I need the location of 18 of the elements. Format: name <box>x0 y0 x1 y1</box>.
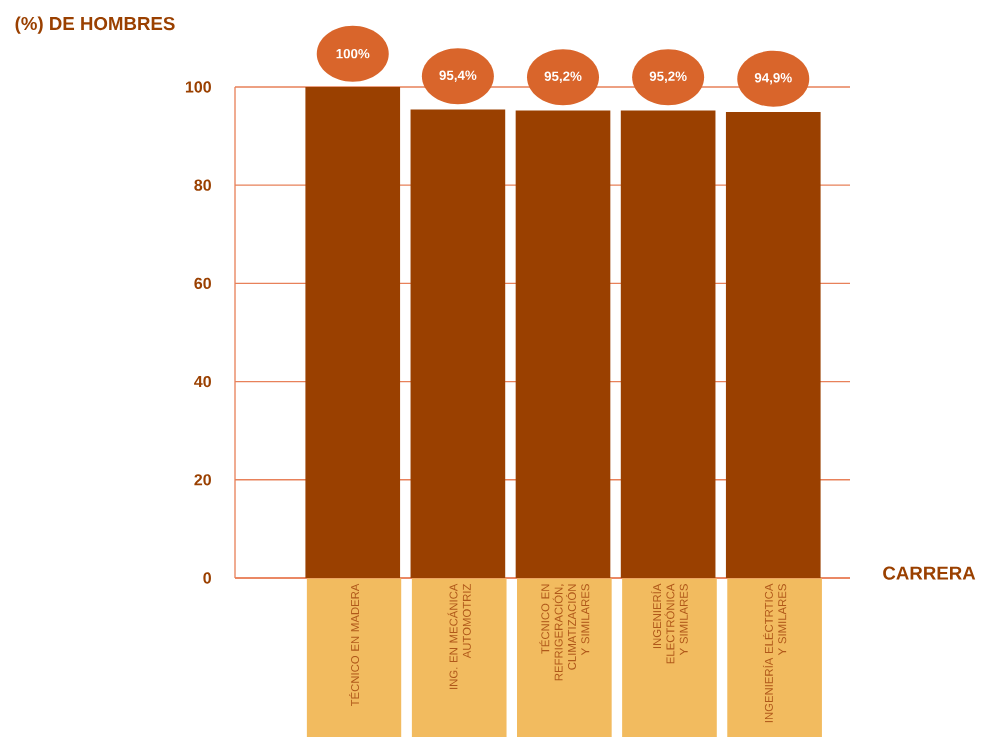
x-tick-label: INGENIERÍA ELÉCTRTICA Y SIMILARES <box>762 583 787 723</box>
y-tick-label: 80 <box>194 179 211 191</box>
y-tick-label: 60 <box>194 277 211 290</box>
y-tick-label: 20 <box>194 474 211 486</box>
x-tick-label: INGENIERÍA ELECTRÓNICA Y SIMILARES <box>651 583 688 664</box>
y-tick-label: 0 <box>203 572 211 584</box>
data-label: 100% <box>336 48 370 59</box>
y-tick-label: 100 <box>185 81 211 93</box>
data-label: 95,2% <box>649 71 687 83</box>
x-axis-title: CARRERA <box>883 566 976 580</box>
x-tick-label: ING. EN MECÁNICA AUTOMOTRIZ <box>447 583 471 689</box>
data-label: 95,2% <box>544 71 582 83</box>
data-label: 95,4% <box>439 70 477 82</box>
x-tick-label: TÉCNICO EN REFRIGERACIÓN, CLIMATIZACIÓN Y SIMILARES <box>539 584 590 681</box>
data-label: 94,9% <box>754 73 792 85</box>
y-tick-label: 40 <box>194 375 211 388</box>
y-axis-title: (%) DE HOMBRES <box>15 16 175 34</box>
x-tick-label: TÉCNICO EN MADERA <box>349 583 360 707</box>
